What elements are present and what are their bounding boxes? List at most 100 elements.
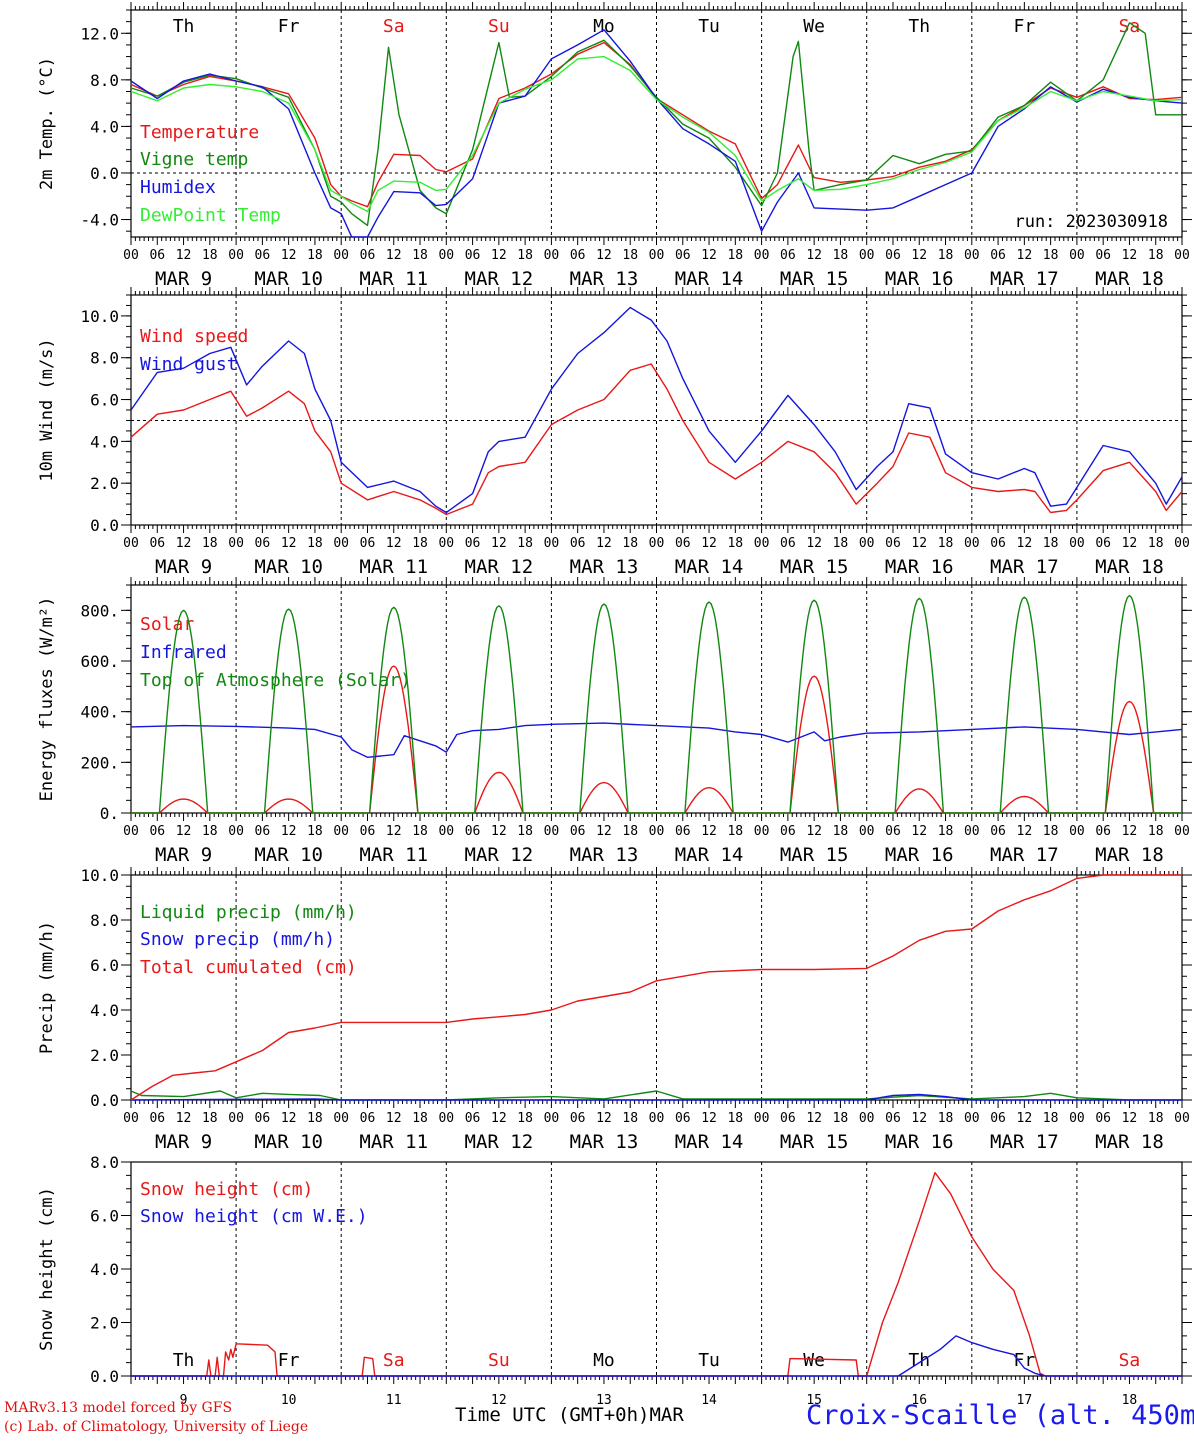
day-name: Tu: [698, 1350, 720, 1371]
hour-label: 00: [859, 1111, 875, 1126]
hour-label: 00: [1174, 536, 1190, 551]
hour-label: 12: [491, 248, 507, 263]
hour-label: 00: [649, 824, 665, 839]
hour-label: 00: [438, 1111, 454, 1126]
y-axis-title: Snow height (cm): [37, 1187, 57, 1351]
hour-label: 18: [727, 536, 743, 551]
hour-label: 12: [806, 536, 822, 551]
series-line-wind-speed: [130, 363, 1183, 516]
hour-label: 12: [386, 824, 402, 839]
hour-label: 06: [885, 824, 901, 839]
panel-4: 0.0 2.0 4.0 6.0 8.0 10.0 Precip (mm/h) 00 06 12 18…: [37, 866, 1192, 1153]
y-tick-label: 4.0: [90, 432, 119, 451]
hour-label: 00: [1174, 1111, 1190, 1126]
hour-label: 00: [754, 824, 770, 839]
run-annotation: run: 2023030918: [1014, 212, 1168, 232]
hour-label: 18: [412, 536, 428, 551]
hour-label: 12: [806, 248, 822, 263]
hour-label: 00: [228, 824, 244, 839]
hour-label: 12: [701, 1111, 717, 1126]
date-label: MAR 10: [254, 268, 323, 290]
date-label: MAR 12: [465, 844, 534, 866]
date-label: MAR 18: [1095, 268, 1164, 290]
hour-label: 00: [649, 248, 665, 263]
hour-label: 18: [1148, 536, 1164, 551]
y-tick-label: 0.0: [90, 1091, 119, 1110]
time-axis-label: Time UTC (GMT+0h)MAR: [455, 1404, 684, 1426]
date-label: MAR 18: [1095, 844, 1164, 866]
hour-label: 12: [281, 248, 297, 263]
hour-label: 12: [701, 248, 717, 263]
hour-label: 00: [1069, 1111, 1085, 1126]
y-axis-title: 2m Temp. (°C): [37, 57, 57, 190]
y-tick-label: 200.: [80, 753, 119, 772]
hour-label: 18: [517, 1111, 533, 1126]
hour-label: 06: [255, 248, 271, 263]
series-line-infrared: [130, 722, 1183, 758]
hour-label: 12: [701, 824, 717, 839]
date-label: MAR 12: [465, 556, 534, 578]
hour-label: 12: [911, 824, 927, 839]
date-label: MAR 17: [990, 844, 1059, 866]
series-line-vigne-temp: [130, 22, 1182, 227]
hour-label: 18: [1148, 824, 1164, 839]
day-name: Su: [488, 1350, 510, 1371]
day-number-label: 18: [1122, 1393, 1138, 1408]
date-label: MAR 14: [675, 844, 744, 866]
y-tick-label: 600.: [80, 652, 119, 671]
hour-label: 06: [885, 536, 901, 551]
hour-label: 18: [1043, 248, 1059, 263]
hour-label: 18: [1043, 536, 1059, 551]
day-name: Fr: [278, 1350, 300, 1371]
date-label: MAR 15: [780, 268, 849, 290]
date-label: MAR 9: [155, 844, 212, 866]
day-name: Sa: [1119, 1350, 1141, 1371]
day-number-label: 16: [911, 1393, 927, 1408]
hour-label: 18: [412, 248, 428, 263]
legend-entry: Solar: [140, 614, 194, 635]
hour-label: 00: [228, 248, 244, 263]
y-tick-label: 0.0: [90, 1367, 119, 1386]
date-label: MAR 16: [885, 1131, 954, 1153]
hour-label: 18: [202, 1111, 218, 1126]
date-label: MAR 13: [570, 268, 639, 290]
hour-label: 18: [833, 1111, 849, 1126]
date-label: MAR 11: [359, 556, 428, 578]
hour-label: 00: [754, 1111, 770, 1126]
hour-label: 00: [123, 1111, 139, 1126]
hour-label: 06: [465, 824, 481, 839]
hour-label: 06: [1095, 1111, 1111, 1126]
hour-label: 00: [1069, 824, 1085, 839]
date-label: MAR 11: [359, 1131, 428, 1153]
hour-label: 12: [491, 824, 507, 839]
y-tick-label: 4.0: [90, 1260, 119, 1279]
hour-label: 06: [885, 1111, 901, 1126]
hour-label: 06: [780, 536, 796, 551]
legend-entry: DewPoint Temp: [140, 205, 281, 226]
hour-label: 06: [255, 536, 271, 551]
hour-label: 06: [149, 248, 165, 263]
day-name: Mo: [593, 1350, 615, 1371]
day-name: We: [803, 16, 825, 37]
hour-label: 12: [911, 536, 927, 551]
day-name: Fr: [278, 16, 300, 37]
hour-label: 06: [149, 824, 165, 839]
hour-label: 18: [727, 248, 743, 263]
hour-label: 12: [1017, 248, 1033, 263]
hour-label: 12: [176, 248, 192, 263]
hour-label: 06: [990, 824, 1006, 839]
hour-label: 12: [386, 1111, 402, 1126]
y-tick-label: 8.0: [90, 349, 119, 368]
y-axis-title: Precip (mm/h): [37, 921, 57, 1054]
hour-label: 06: [149, 1111, 165, 1126]
y-tick-label: 4.0: [90, 1001, 119, 1020]
hour-label: 12: [701, 536, 717, 551]
hour-label: 00: [859, 824, 875, 839]
hour-label: 00: [544, 248, 560, 263]
hour-label: 18: [517, 536, 533, 551]
y-tick-label: 0.: [100, 804, 119, 823]
day-name: Th: [173, 16, 195, 37]
model-credit: MARv3.13 model forced by GFS: [4, 1400, 233, 1416]
y-tick-label: 2.0: [90, 1046, 119, 1065]
date-label: MAR 15: [780, 844, 849, 866]
